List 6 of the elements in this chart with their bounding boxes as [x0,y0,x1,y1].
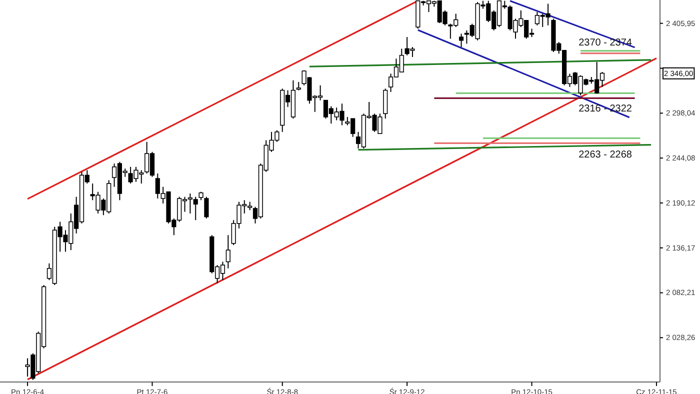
annotation: 2316 - 2322 [578,104,632,115]
annotation: 2263 - 2268 [578,150,632,161]
candlestick [204,196,209,219]
candlestick [226,234,230,269]
candlestick [383,88,388,120]
candlestick [458,33,464,48]
